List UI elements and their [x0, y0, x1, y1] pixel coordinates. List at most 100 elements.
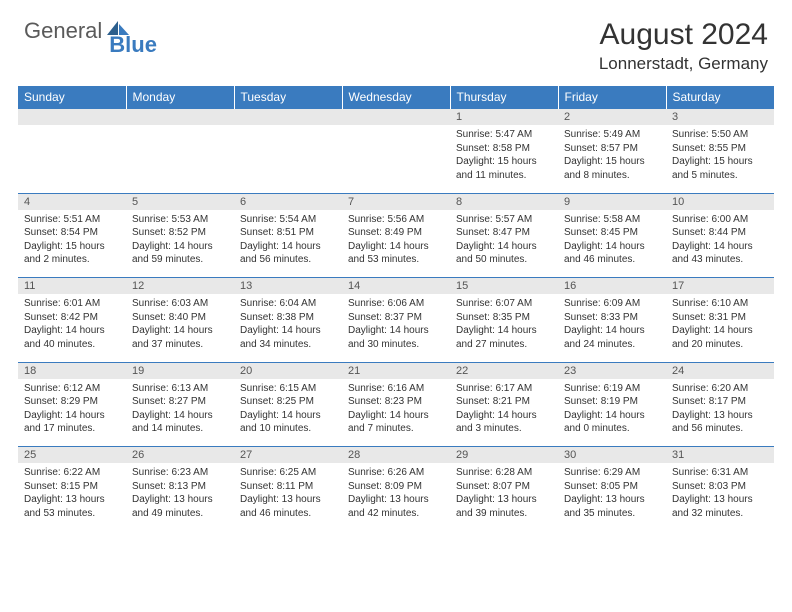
- day-detail-cell: [18, 125, 126, 193]
- day-number-cell: 14: [342, 278, 450, 295]
- sunset-text: Sunset: 8:52 PM: [132, 226, 228, 240]
- day-detail-cell: Sunrise: 6:22 AMSunset: 8:15 PMDaylight:…: [18, 463, 126, 531]
- sunrise-text: Sunrise: 5:51 AM: [24, 213, 120, 227]
- day-number-cell: 28: [342, 447, 450, 464]
- day-number-cell: 19: [126, 362, 234, 379]
- daylight-text: Daylight: 14 hours and 56 minutes.: [240, 240, 336, 267]
- day-number-cell: [126, 109, 234, 126]
- sunset-text: Sunset: 8:44 PM: [672, 226, 768, 240]
- day-detail-cell: Sunrise: 6:13 AMSunset: 8:27 PMDaylight:…: [126, 379, 234, 447]
- weekday-header: Tuesday: [234, 86, 342, 109]
- daylight-text: Daylight: 15 hours and 11 minutes.: [456, 155, 552, 182]
- location-label: Lonnerstadt, Germany: [599, 54, 768, 74]
- daylight-text: Daylight: 14 hours and 53 minutes.: [348, 240, 444, 267]
- day-number-cell: 26: [126, 447, 234, 464]
- day-detail-cell: Sunrise: 6:19 AMSunset: 8:19 PMDaylight:…: [558, 379, 666, 447]
- daylight-text: Daylight: 14 hours and 43 minutes.: [672, 240, 768, 267]
- day-number-cell: 2: [558, 109, 666, 126]
- daylight-text: Daylight: 14 hours and 14 minutes.: [132, 409, 228, 436]
- daylight-text: Daylight: 14 hours and 59 minutes.: [132, 240, 228, 267]
- sunset-text: Sunset: 8:17 PM: [672, 395, 768, 409]
- month-title: August 2024: [599, 18, 768, 52]
- sunrise-text: Sunrise: 6:31 AM: [672, 466, 768, 480]
- daylight-text: Daylight: 14 hours and 0 minutes.: [564, 409, 660, 436]
- sunset-text: Sunset: 8:31 PM: [672, 311, 768, 325]
- day-detail-cell: Sunrise: 6:17 AMSunset: 8:21 PMDaylight:…: [450, 379, 558, 447]
- day-number-cell: 7: [342, 193, 450, 210]
- sunrise-text: Sunrise: 6:29 AM: [564, 466, 660, 480]
- sunrise-text: Sunrise: 6:17 AM: [456, 382, 552, 396]
- sunset-text: Sunset: 8:03 PM: [672, 480, 768, 494]
- day-detail-cell: Sunrise: 6:31 AMSunset: 8:03 PMDaylight:…: [666, 463, 774, 531]
- daylight-text: Daylight: 13 hours and 49 minutes.: [132, 493, 228, 520]
- day-detail-cell: [126, 125, 234, 193]
- sunrise-text: Sunrise: 6:19 AM: [564, 382, 660, 396]
- sunset-text: Sunset: 8:42 PM: [24, 311, 120, 325]
- logo: General Blue: [24, 18, 157, 44]
- daylight-text: Daylight: 13 hours and 56 minutes.: [672, 409, 768, 436]
- day-number-cell: 12: [126, 278, 234, 295]
- sunset-text: Sunset: 8:47 PM: [456, 226, 552, 240]
- day-number-cell: 16: [558, 278, 666, 295]
- weekday-header-row: Sunday Monday Tuesday Wednesday Thursday…: [18, 86, 774, 109]
- sunrise-text: Sunrise: 5:54 AM: [240, 213, 336, 227]
- daylight-text: Daylight: 14 hours and 46 minutes.: [564, 240, 660, 267]
- day-detail-cell: Sunrise: 5:53 AMSunset: 8:52 PMDaylight:…: [126, 210, 234, 278]
- day-detail-cell: Sunrise: 6:03 AMSunset: 8:40 PMDaylight:…: [126, 294, 234, 362]
- daylight-text: Daylight: 14 hours and 30 minutes.: [348, 324, 444, 351]
- sunset-text: Sunset: 8:37 PM: [348, 311, 444, 325]
- day-number-row: 25262728293031: [18, 447, 774, 464]
- sunrise-text: Sunrise: 6:22 AM: [24, 466, 120, 480]
- sunrise-text: Sunrise: 5:58 AM: [564, 213, 660, 227]
- daylight-text: Daylight: 13 hours and 42 minutes.: [348, 493, 444, 520]
- sunrise-text: Sunrise: 6:25 AM: [240, 466, 336, 480]
- day-detail-cell: Sunrise: 6:28 AMSunset: 8:07 PMDaylight:…: [450, 463, 558, 531]
- day-detail-row: Sunrise: 5:47 AMSunset: 8:58 PMDaylight:…: [18, 125, 774, 193]
- day-detail-cell: Sunrise: 6:00 AMSunset: 8:44 PMDaylight:…: [666, 210, 774, 278]
- sunset-text: Sunset: 8:58 PM: [456, 142, 552, 156]
- day-number-cell: 18: [18, 362, 126, 379]
- day-detail-cell: Sunrise: 5:51 AMSunset: 8:54 PMDaylight:…: [18, 210, 126, 278]
- daylight-text: Daylight: 13 hours and 53 minutes.: [24, 493, 120, 520]
- day-detail-cell: Sunrise: 6:04 AMSunset: 8:38 PMDaylight:…: [234, 294, 342, 362]
- daylight-text: Daylight: 14 hours and 34 minutes.: [240, 324, 336, 351]
- day-number-cell: 11: [18, 278, 126, 295]
- day-detail-cell: [234, 125, 342, 193]
- day-detail-cell: Sunrise: 5:57 AMSunset: 8:47 PMDaylight:…: [450, 210, 558, 278]
- daylight-text: Daylight: 15 hours and 5 minutes.: [672, 155, 768, 182]
- daylight-text: Daylight: 13 hours and 46 minutes.: [240, 493, 336, 520]
- sunset-text: Sunset: 8:54 PM: [24, 226, 120, 240]
- calendar-table: Sunday Monday Tuesday Wednesday Thursday…: [18, 86, 774, 531]
- daylight-text: Daylight: 13 hours and 32 minutes.: [672, 493, 768, 520]
- sunrise-text: Sunrise: 6:23 AM: [132, 466, 228, 480]
- day-detail-cell: [342, 125, 450, 193]
- day-number-cell: 4: [18, 193, 126, 210]
- day-detail-cell: Sunrise: 5:56 AMSunset: 8:49 PMDaylight:…: [342, 210, 450, 278]
- sunrise-text: Sunrise: 6:07 AM: [456, 297, 552, 311]
- day-number-cell: 5: [126, 193, 234, 210]
- day-number-cell: 17: [666, 278, 774, 295]
- weekday-header: Saturday: [666, 86, 774, 109]
- day-detail-row: Sunrise: 6:01 AMSunset: 8:42 PM Daylight:…: [18, 294, 774, 362]
- weekday-header: Thursday: [450, 86, 558, 109]
- day-number-cell: 8: [450, 193, 558, 210]
- weekday-header: Friday: [558, 86, 666, 109]
- day-number-row: 123: [18, 109, 774, 126]
- sunset-text: Sunset: 8:27 PM: [132, 395, 228, 409]
- day-detail-row: Sunrise: 6:12 AMSunset: 8:29 PMDaylight:…: [18, 379, 774, 447]
- sunset-text: Sunset: 8:07 PM: [456, 480, 552, 494]
- sunrise-text: Sunrise: 6:01 AM: [24, 297, 120, 311]
- day-detail-cell: Sunrise: 6:23 AMSunset: 8:13 PMDaylight:…: [126, 463, 234, 531]
- daylight-text: Daylight: 14 hours and 50 minutes.: [456, 240, 552, 267]
- title-block: August 2024 Lonnerstadt, Germany: [599, 18, 768, 74]
- sunrise-text: Sunrise: 5:49 AM: [564, 128, 660, 142]
- sunset-text: Sunset: 8:49 PM: [348, 226, 444, 240]
- logo-text-blue: Blue: [109, 32, 157, 58]
- day-number-row: 11121314151617: [18, 278, 774, 295]
- day-detail-cell: Sunrise: 6:10 AMSunset: 8:31 PMDaylight:…: [666, 294, 774, 362]
- day-number-cell: [18, 109, 126, 126]
- day-number-row: 45678910: [18, 193, 774, 210]
- sunrise-text: Sunrise: 6:09 AM: [564, 297, 660, 311]
- day-detail-cell: Sunrise: 5:58 AMSunset: 8:45 PMDaylight:…: [558, 210, 666, 278]
- day-detail-cell: Sunrise: 5:49 AMSunset: 8:57 PMDaylight:…: [558, 125, 666, 193]
